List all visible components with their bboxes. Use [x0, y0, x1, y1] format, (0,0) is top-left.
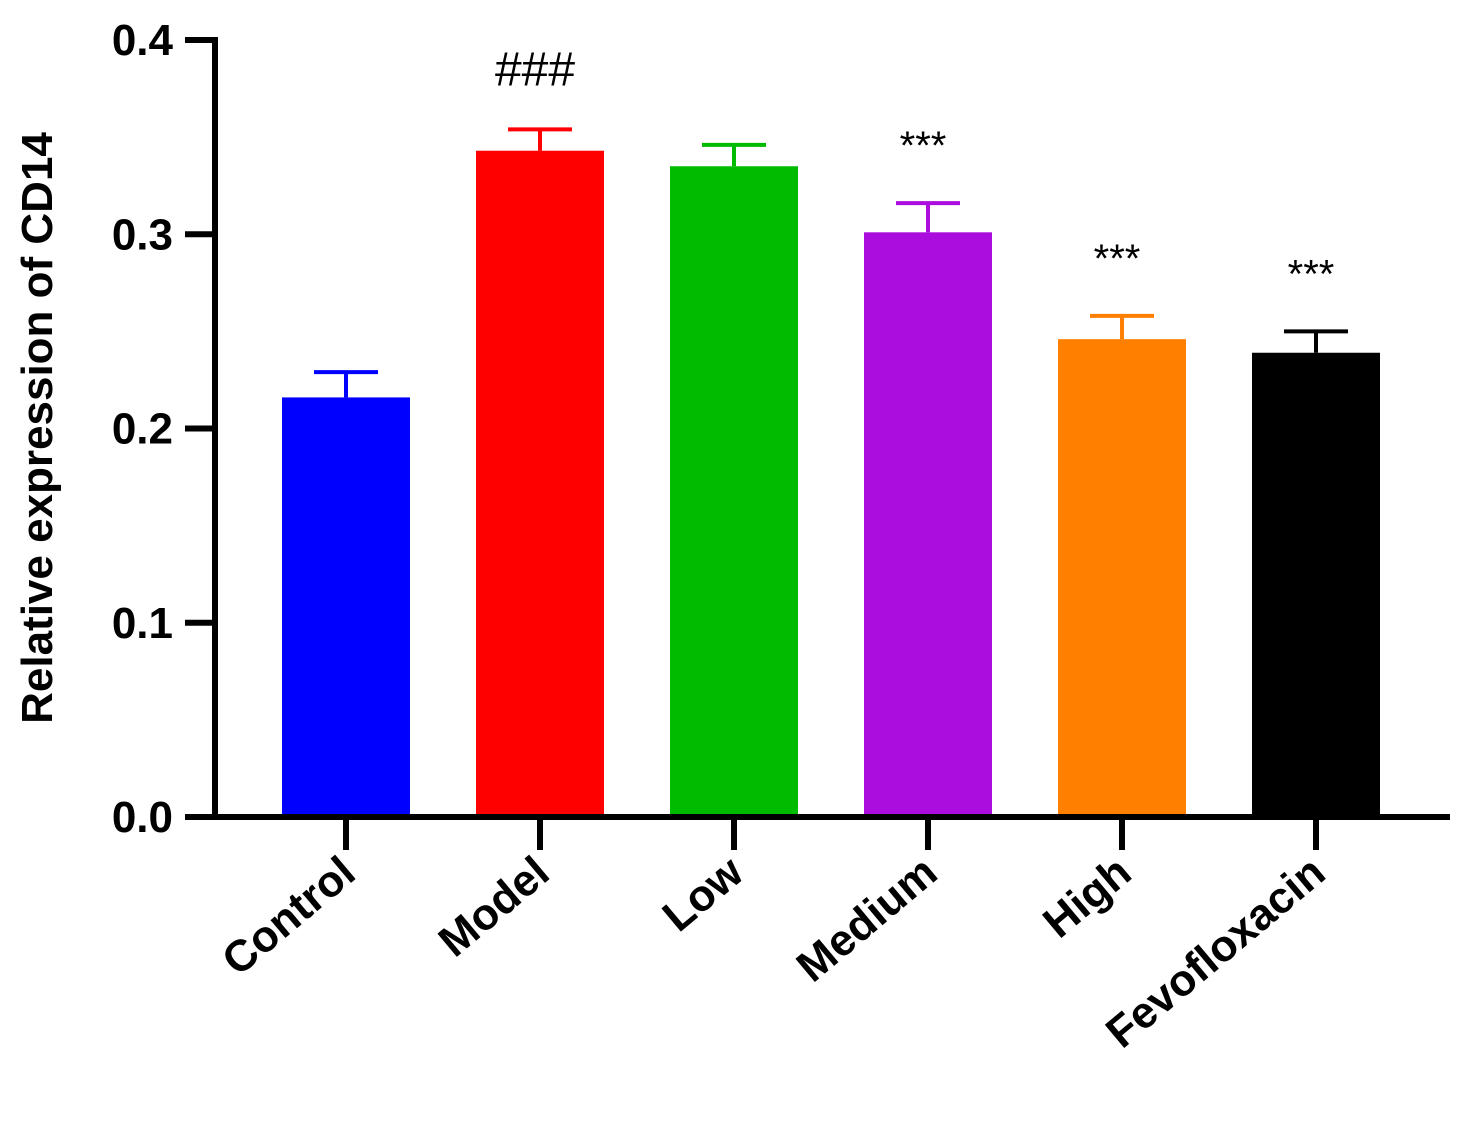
bar-low [670, 166, 798, 817]
y-axis-label: Relative expression of CD14 [13, 132, 62, 724]
bar-medium [864, 232, 992, 817]
significance-marker: ### [495, 43, 575, 96]
bar-high [1058, 339, 1186, 817]
x-tick-label: High [1034, 847, 1140, 947]
bar-model [476, 150, 604, 817]
bar-control [282, 397, 410, 817]
x-tick-label: Low [654, 847, 753, 942]
significance-marker: *** [1094, 237, 1141, 281]
x-tick-label: Control [213, 847, 364, 985]
y-tick-label: 0.4 [112, 16, 174, 65]
bar-fevofloxacin [1252, 352, 1380, 817]
y-tick-label: 0.1 [112, 599, 173, 648]
y-tick-label: 0.0 [112, 793, 173, 842]
x-tick-label: Medium [788, 847, 947, 991]
significance-marker: *** [1288, 252, 1335, 296]
x-tick-label: Model [430, 847, 559, 966]
y-tick-label: 0.3 [112, 210, 173, 259]
significance-marker: *** [900, 124, 947, 168]
y-tick-label: 0.2 [112, 405, 173, 454]
